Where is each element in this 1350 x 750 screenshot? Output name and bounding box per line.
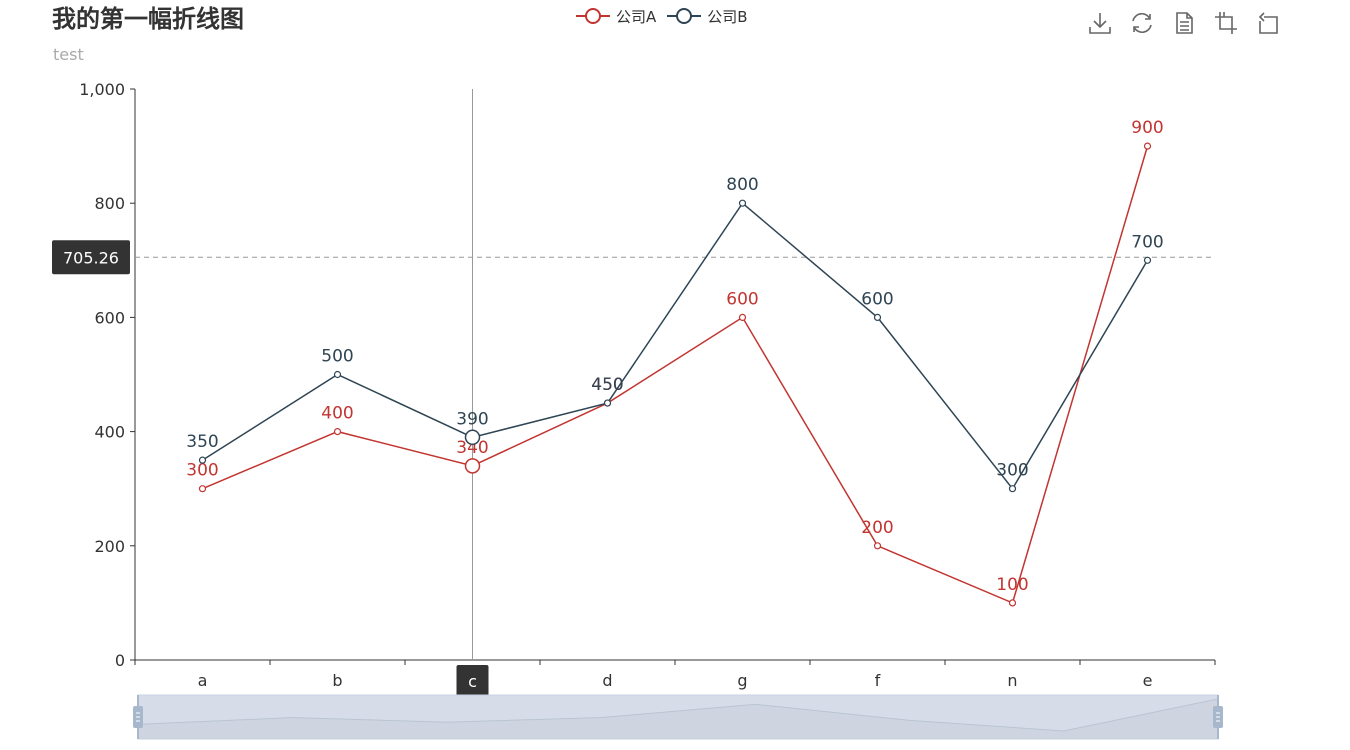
- data-label: 600: [861, 289, 893, 309]
- download-icon: [1089, 13, 1111, 34]
- refresh-button[interactable]: [1127, 8, 1157, 38]
- x-category-label: a: [198, 671, 208, 690]
- x-category-label: f: [875, 671, 881, 690]
- legend-item-company-b[interactable]: 公司B: [666, 6, 748, 27]
- series-line-company-b: [202, 202, 1149, 491]
- data-point[interactable]: [333, 370, 342, 379]
- data-label: 800: [726, 175, 758, 195]
- data-label: 700: [1131, 232, 1163, 252]
- y-tick-label: 1,000: [79, 80, 125, 99]
- x-category-label: e: [1143, 671, 1153, 690]
- data-point[interactable]: [333, 428, 342, 436]
- x-category-label: n: [1007, 671, 1017, 690]
- legend-line-circle-icon: [576, 8, 610, 24]
- data-point[interactable]: [1143, 256, 1152, 264]
- zoom-reset-button[interactable]: [1253, 8, 1283, 38]
- data-label: 450: [591, 375, 623, 395]
- data-point[interactable]: [198, 456, 207, 464]
- y-tick-label: 800: [94, 194, 125, 213]
- data-label: 500: [321, 347, 353, 367]
- data-label: 600: [726, 289, 758, 309]
- data-label: 200: [861, 518, 893, 538]
- data-point[interactable]: [464, 458, 481, 474]
- data-label: 300: [996, 461, 1028, 481]
- data-point[interactable]: [873, 542, 882, 550]
- data-point[interactable]: [603, 399, 612, 407]
- data-label: 390: [456, 409, 488, 429]
- x-pointer-label-box: [456, 665, 489, 698]
- legend-item-company-a[interactable]: 公司A: [575, 6, 656, 27]
- data-label: 350: [186, 432, 218, 452]
- download-button[interactable]: [1085, 8, 1115, 38]
- data-label: 100: [996, 575, 1028, 595]
- data-zoom-preview-area: [138, 699, 1218, 739]
- document-icon: [1176, 12, 1193, 34]
- data-label: 400: [321, 404, 353, 424]
- data-point[interactable]: [738, 313, 747, 321]
- data-point[interactable]: [198, 485, 207, 493]
- legend: 公司A 公司B: [575, 4, 758, 28]
- data-view-button[interactable]: [1169, 8, 1199, 38]
- chart-subtitle: test: [53, 45, 84, 64]
- data-point[interactable]: [738, 199, 747, 207]
- data-point[interactable]: [873, 313, 882, 321]
- x-category-label: g: [737, 671, 747, 690]
- data-label: 300: [186, 461, 218, 481]
- zoom-icon: [1215, 12, 1237, 34]
- toolbox: [1085, 8, 1295, 38]
- y-tick-label: 200: [94, 537, 125, 556]
- x-category-label: d: [602, 671, 612, 690]
- data-point[interactable]: [1008, 485, 1017, 493]
- data-label: 450: [591, 375, 623, 395]
- data-zoom-button[interactable]: [1211, 8, 1241, 38]
- y-tick-label: 0: [115, 651, 125, 670]
- data-point[interactable]: [464, 429, 481, 446]
- legend-label-company-a: 公司A: [616, 7, 657, 26]
- y-tick-label: 400: [94, 423, 125, 442]
- data-point[interactable]: [1143, 142, 1152, 150]
- data-label: 340: [456, 438, 488, 458]
- y-tick-label: 600: [94, 308, 125, 327]
- x-category-label: c: [468, 672, 477, 691]
- legend-label-company-b: 公司B: [707, 7, 748, 26]
- refresh-icon: [1132, 13, 1152, 33]
- y-pointer-label-box: [52, 240, 130, 275]
- legend-line-circle-icon: [667, 8, 702, 24]
- data-point[interactable]: [1008, 599, 1017, 607]
- series-line-company-a: [202, 145, 1149, 604]
- data-label: 900: [1131, 118, 1163, 138]
- chart-title: 我的第一幅折线图: [52, 5, 244, 33]
- zoom-reset-icon: [1258, 12, 1278, 34]
- y-pointer-label: 705.26: [63, 248, 119, 267]
- x-category-label: b: [332, 671, 342, 690]
